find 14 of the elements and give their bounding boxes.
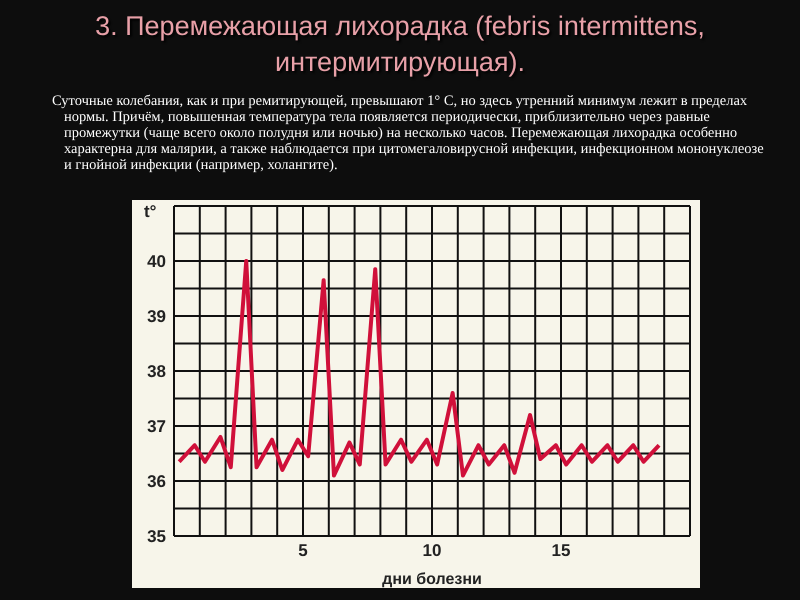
- y-tick-label: 37: [147, 417, 166, 436]
- x-tick-label: 5: [298, 541, 308, 560]
- x-tick-label: 10: [422, 541, 442, 560]
- y-tick-label: 36: [147, 472, 166, 492]
- y-tick-label: 39: [147, 307, 166, 326]
- y-axis-title: t°: [144, 202, 156, 222]
- x-axis-title: дни болезни: [382, 571, 482, 588]
- chart-subtitle: Суточные колебания, как и при ремитирующей, превышают 1° С, но здесь утренний минимум лежит в пределах нормы. Причём, повышенная температура тела появляется периодически, приблизительно через равные промежутки (чаще всего около полудня или ночью) на несколько часов. Перемежающая лихорадка особенно характерна для малярии, а также наблюдается при цитомегаловирусной инфекции, инфекционном мононуклеозе и гнойной инфекции (например, холангите).: [52, 93, 764, 173]
- chart-title: 3. Перемежающая лихорадка (febris intermittens, интермитирующая).: [94, 10, 706, 79]
- y-tick-label: 40: [147, 252, 166, 272]
- x-tick-label: 15: [552, 541, 570, 560]
- y-tick-label: 38: [147, 362, 166, 382]
- line-series: [177, 259, 662, 478]
- y-tick-label: 35: [147, 527, 166, 546]
